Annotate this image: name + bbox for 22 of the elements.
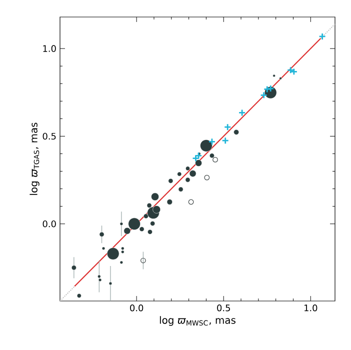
x-tick-label: 0.5 xyxy=(217,304,230,312)
x-tick-label: 0.0 xyxy=(130,304,144,312)
point xyxy=(208,138,216,146)
y-tick-label: 1.0 xyxy=(43,45,56,52)
x-tick-label: 1.0 xyxy=(304,304,318,312)
point xyxy=(140,258,146,264)
y-axis-title: log ϖ$_{TGAS}$, mas xyxy=(30,122,40,195)
point xyxy=(212,157,218,162)
point xyxy=(188,199,194,205)
point xyxy=(318,32,326,40)
point xyxy=(222,136,230,144)
point xyxy=(194,152,202,160)
point xyxy=(204,174,210,180)
x-axis-title: log ϖ$_{MWSC}$, mas xyxy=(160,316,236,326)
point xyxy=(260,92,268,99)
y-tick-label: 0.5 xyxy=(42,132,56,140)
point xyxy=(286,66,294,74)
y-tick-label: 0.0 xyxy=(42,220,56,228)
point xyxy=(290,68,298,76)
point xyxy=(224,123,232,131)
point xyxy=(192,154,200,162)
point xyxy=(238,109,246,116)
